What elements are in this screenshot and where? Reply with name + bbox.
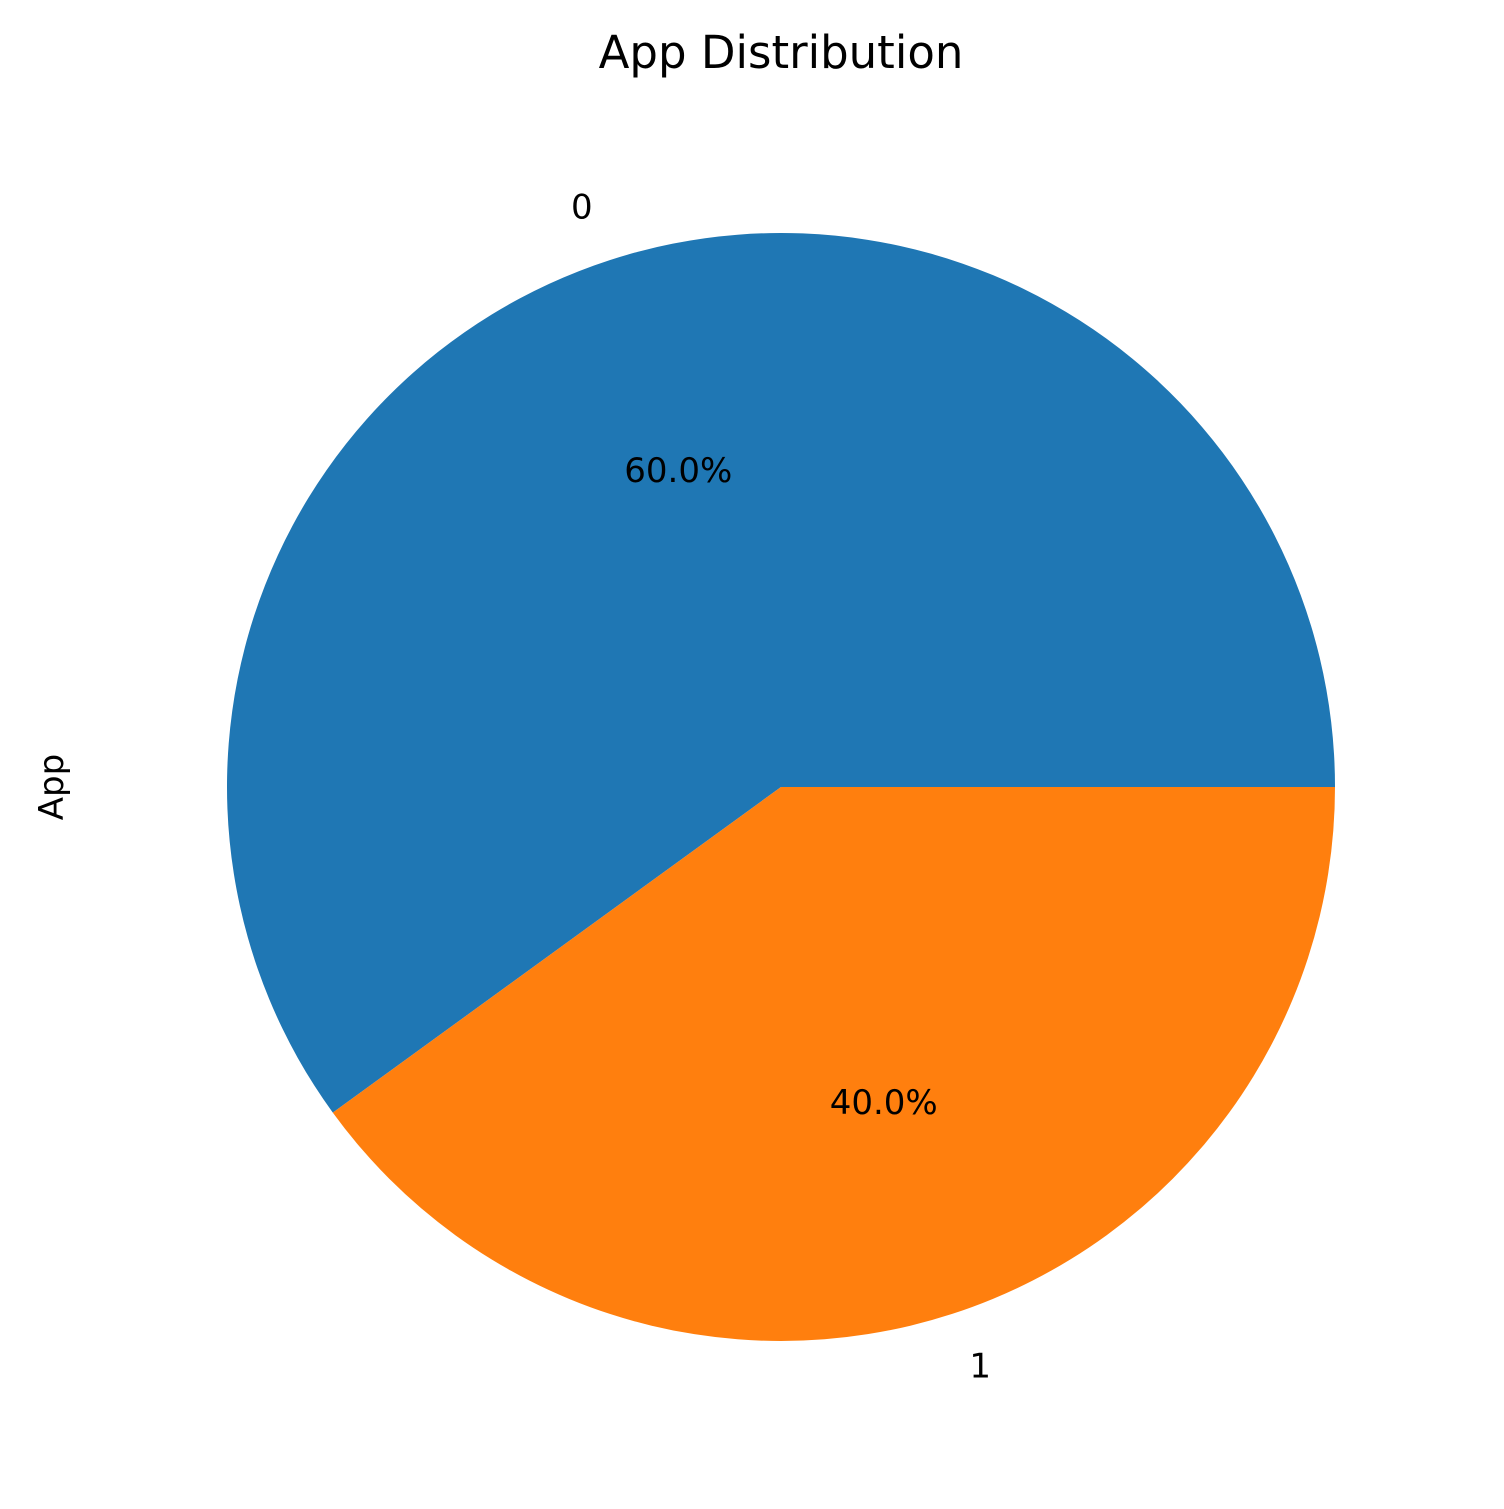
pie-labels: 0 60.0% 1 40.0% — [571, 187, 991, 1386]
y-axis-label: App — [32, 754, 72, 820]
slice-label-0: 0 — [571, 187, 593, 227]
percent-label-1: 40.0% — [830, 1083, 938, 1123]
percent-label-0: 60.0% — [624, 451, 732, 491]
slice-label-1: 1 — [969, 1347, 991, 1387]
pie-slice-0 — [227, 233, 1336, 1113]
pie-slices — [227, 233, 1336, 1342]
chart-title: App Distribution — [599, 26, 964, 79]
pie-slice-1 — [332, 787, 1336, 1342]
